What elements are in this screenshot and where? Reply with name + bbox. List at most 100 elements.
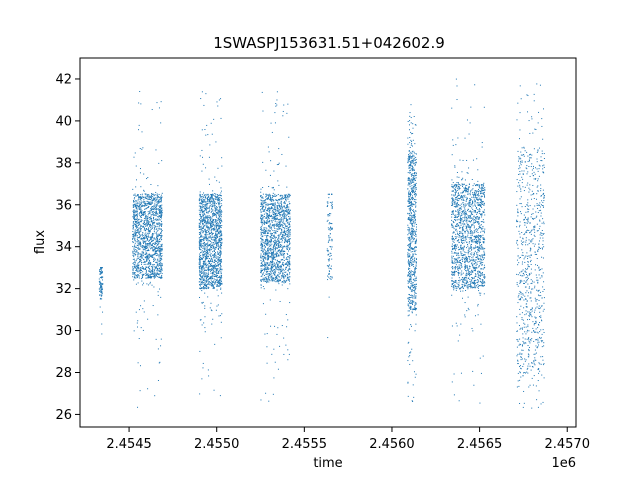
data-point [409,278,411,280]
data-point [216,289,218,291]
data-point [215,239,217,241]
data-point [136,209,138,211]
data-point [217,194,218,196]
data-point [155,251,157,253]
data-point [147,195,149,197]
data-point [150,228,152,230]
data-point [220,321,222,323]
data-point [135,195,137,197]
data-point [272,270,274,272]
data-point [413,266,415,268]
data-point [330,205,332,207]
data-point [207,199,209,201]
data-point [157,276,159,278]
data-point [221,261,223,263]
data-point [209,227,211,229]
data-point [285,211,287,213]
data-point [156,237,158,239]
data-point [265,266,267,268]
data-point [210,263,212,265]
data-point [151,239,153,241]
data-point [143,261,145,263]
data-point [149,264,151,266]
data-point [289,218,291,220]
data-point [213,198,215,200]
data-point [133,237,135,239]
data-point [279,280,281,282]
data-point [148,245,150,247]
data-point [263,288,265,290]
data-point [280,245,282,247]
data-point [148,265,150,267]
data-point [217,285,219,287]
data-point [133,201,135,203]
data-point [283,235,285,237]
data-point [140,201,142,203]
data-point [209,260,211,262]
data-point [137,247,139,249]
data-point [270,276,272,278]
data-point [206,252,207,254]
data-point [152,226,154,228]
data-point [414,186,416,188]
data-point [260,287,262,289]
data-point [407,261,409,263]
data-point [147,257,149,259]
data-point [410,234,412,236]
data-point [274,207,276,209]
data-point [142,255,144,257]
data-point [212,281,214,283]
data-point [329,213,330,215]
data-point [215,309,217,311]
data-point [408,230,410,232]
data-point [142,213,144,215]
data-point [261,236,263,238]
data-point [288,212,290,214]
data-point [208,210,210,212]
data-point [284,202,286,204]
data-point [220,246,222,248]
data-point [263,205,265,207]
data-point [327,251,329,253]
data-point [200,288,202,290]
data-point [409,294,411,296]
data-point [212,236,214,238]
data-point [203,251,205,253]
data-point [208,269,210,271]
data-point [141,262,143,264]
data-point [207,268,209,270]
data-point [150,276,152,278]
data-point [270,245,272,247]
data-point [271,203,273,205]
data-point [276,210,278,212]
data-point [208,375,210,377]
data-point [136,250,138,252]
data-point [278,242,280,244]
data-point [216,208,218,210]
data-point [150,277,152,279]
data-point [147,222,149,224]
data-point [151,256,153,258]
data-point [138,203,140,205]
data-point [266,216,268,218]
data-point [282,247,284,249]
data-point [203,254,205,256]
data-point [147,246,149,248]
data-point [331,208,333,210]
data-point [102,283,104,285]
data-point [218,181,220,183]
data-point [266,271,268,273]
data-point [281,276,283,278]
data-point [273,234,275,236]
data-point [159,251,161,253]
data-point [277,208,279,210]
data-point [145,243,147,245]
data-point [260,270,262,272]
data-point [281,268,283,270]
data-point [411,236,413,238]
data-point [413,197,415,199]
data-point [161,221,163,223]
data-point [138,261,140,263]
data-point [270,207,272,209]
data-point [203,210,205,212]
